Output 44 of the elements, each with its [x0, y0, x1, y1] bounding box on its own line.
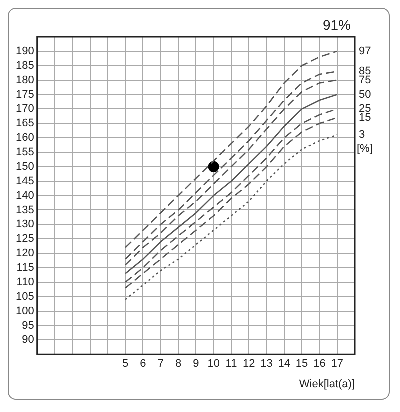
x-tick-label: 17	[331, 358, 344, 370]
x-tick-label: 16	[314, 358, 326, 370]
y-tick-label: 105	[16, 290, 34, 303]
y-tick-label: 170	[16, 103, 34, 116]
text: [%]	[357, 143, 373, 156]
x-tick-label: 12	[242, 358, 256, 370]
y-tick-label: 140	[16, 190, 34, 202]
series-label: 97	[359, 45, 372, 58]
y-tick-label: 185	[16, 60, 34, 72]
x-tick-label: 14	[278, 358, 291, 370]
y-tick-label: 160	[16, 132, 34, 144]
y-tick-label: 180	[16, 74, 34, 86]
x-tick-label: 15	[296, 358, 308, 370]
y-tick-label: 175	[16, 88, 34, 101]
y-tick-label: 155	[16, 146, 34, 159]
y-tick-label: 135	[16, 204, 34, 216]
y-tick-label: 95	[22, 320, 34, 332]
x-tick-label: 7	[158, 358, 164, 370]
series-label: 15	[359, 112, 372, 124]
text: 91%	[322, 16, 351, 33]
y-tick-label: 190	[16, 45, 34, 58]
line-series	[124, 50, 338, 248]
x-tick-label: 10	[208, 358, 220, 370]
line-series	[124, 134, 338, 300]
y-tick-label: 150	[16, 160, 34, 173]
x-tick-label: 13	[260, 358, 273, 370]
series-label: 75	[359, 74, 372, 86]
series-label: 3	[359, 129, 366, 142]
y-tick-label: 125	[16, 233, 34, 246]
x-axis-title: Wiek[lat(a)]	[299, 378, 355, 390]
y-tick-label: 100	[16, 305, 34, 318]
x-tick-label: 6	[140, 358, 146, 370]
series-label: 50	[359, 88, 372, 101]
y-tick-label: 130	[16, 218, 34, 231]
y-tick-label: 145	[16, 175, 34, 188]
y-tick-label: 165	[16, 118, 34, 130]
x-tick-label: 11	[226, 358, 238, 370]
y-tick-label: 110	[16, 276, 34, 288]
y-tick-label: 115	[16, 262, 34, 274]
x-tick-label: 9	[193, 358, 200, 370]
x-tick-label: 8	[175, 358, 182, 370]
y-tick-label: 120	[16, 248, 34, 260]
x-tick-label: 5	[122, 358, 129, 370]
y-tick-label: 90	[22, 334, 34, 346]
